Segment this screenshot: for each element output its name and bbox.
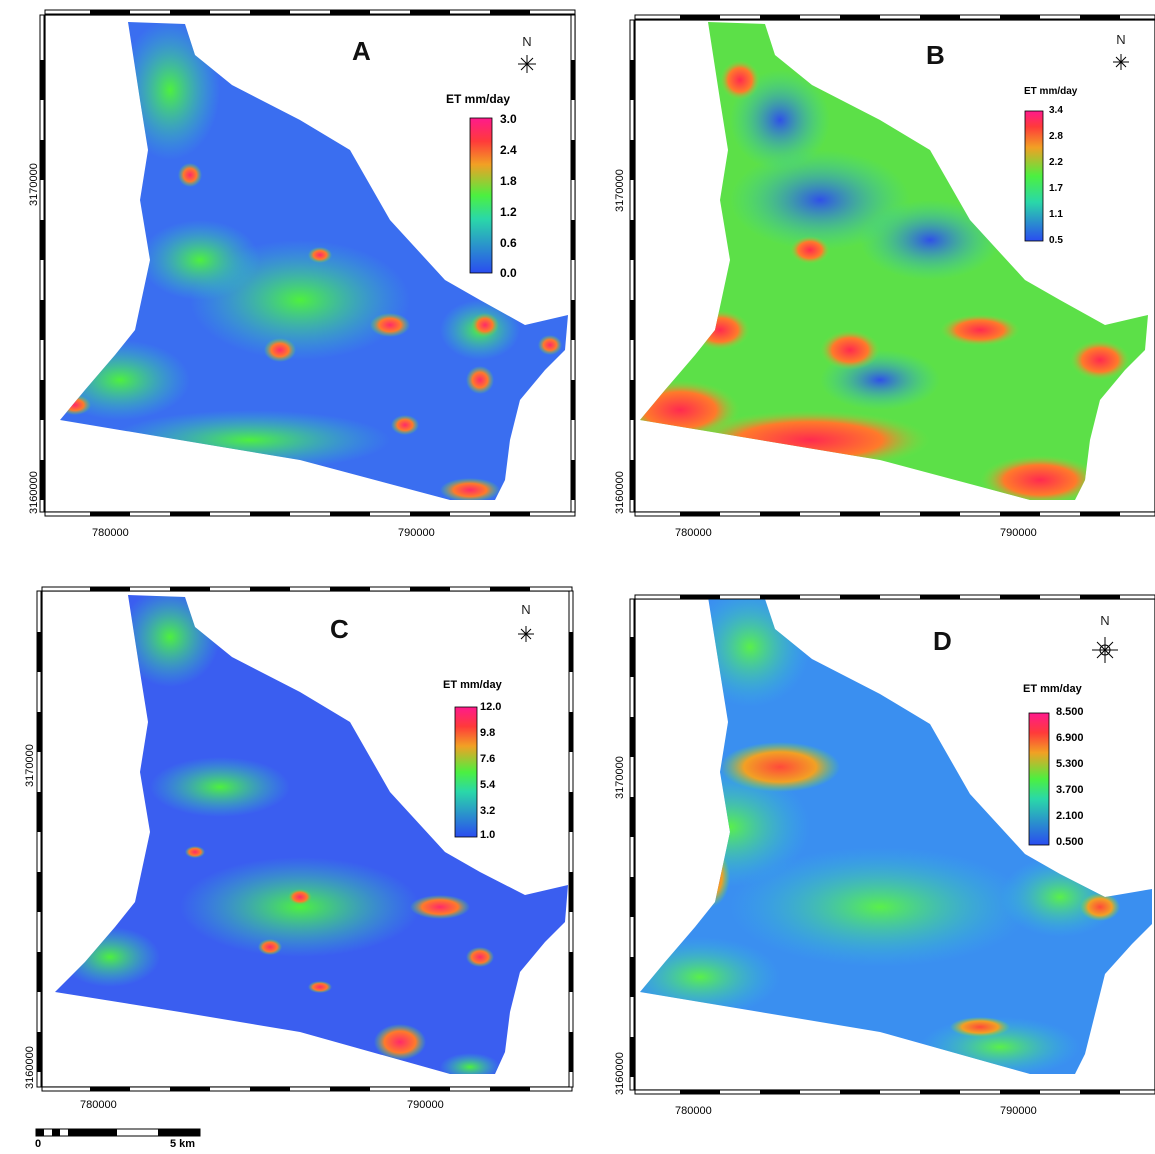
legend-label: 12.0 <box>480 701 502 713</box>
north-label: N <box>522 34 532 49</box>
legend-title: ET mm/day <box>1024 86 1078 97</box>
panel-letter: C <box>330 614 349 644</box>
y-tick-label: 3160000 <box>614 471 626 514</box>
map-panel-d: D N ET mm/day 8.500 6.900 5.300 3.700 2.… <box>580 577 1155 1154</box>
y-tick-label: 3160000 <box>614 1052 626 1095</box>
y-tick-label: 3160000 <box>28 471 40 514</box>
map-frame <box>629 14 1155 517</box>
scale-bar-end: 5 km <box>170 1138 196 1150</box>
legend-labels: 3.4 2.8 2.2 1.7 1.1 0.5 <box>1041 106 1081 246</box>
map-frame <box>39 9 576 517</box>
north-arrow-icon <box>1092 637 1118 663</box>
north-arrow-icon <box>518 626 534 642</box>
legend-label: 0.0 <box>500 266 517 280</box>
legend-label: 3.2 <box>480 805 496 817</box>
panel-letter: D <box>933 626 952 656</box>
y-tick-label: 3160000 <box>24 1046 36 1089</box>
x-tick-label: 780000 <box>675 527 712 539</box>
legend-label: 1.1 <box>1049 209 1063 220</box>
legend-label: 5.4 <box>480 779 496 791</box>
color-scale-bar <box>1024 110 1044 242</box>
panel-letter: B <box>926 40 945 70</box>
legend-label: 2.4 <box>500 143 517 157</box>
x-tick-label: 780000 <box>80 1099 117 1111</box>
map-panel-a: A N ET mm/day 3.0 2.4 1.8 1.2 0.6 0.0 78… <box>0 0 580 577</box>
panel-letter: A <box>352 36 371 66</box>
legend-label: 0.500 <box>1056 836 1084 848</box>
color-scale-bar <box>1028 712 1050 846</box>
legend-label: 9.8 <box>480 727 496 739</box>
legend-label: 1.0 <box>480 829 496 841</box>
legend-label: 2.2 <box>1049 157 1063 168</box>
legend-labels: 8.500 6.900 5.300 3.700 2.100 0.500 <box>1048 706 1098 848</box>
legend-title: ET mm/day <box>1023 683 1082 695</box>
map-panel-b: B N ET mm/day 3.4 2.8 2.2 1.7 1.1 0.5 78… <box>580 0 1155 577</box>
legend-label: 0.5 <box>1049 235 1063 246</box>
legend-label: 6.900 <box>1056 732 1084 744</box>
legend-label: 3.700 <box>1056 784 1084 796</box>
color-scale-bar <box>454 706 478 838</box>
legend-label: 5.300 <box>1056 758 1084 770</box>
legend-labels: 12.0 9.8 7.6 5.4 3.2 1.0 <box>472 702 512 842</box>
x-tick-label: 790000 <box>398 527 435 539</box>
color-scale-bar <box>469 117 493 274</box>
north-label: N <box>1116 32 1126 47</box>
x-tick-label: 780000 <box>675 1105 712 1117</box>
legend-labels: 3.0 2.4 1.8 1.2 0.6 0.0 <box>492 113 532 283</box>
legend-label: 7.6 <box>480 753 496 765</box>
y-tick-label: 3170000 <box>28 163 40 206</box>
legend-label: 2.8 <box>1049 131 1063 142</box>
legend-label: 1.2 <box>500 205 517 219</box>
y-tick-label: 3170000 <box>24 744 36 787</box>
map-frame <box>36 586 574 1092</box>
legend-label: 0.6 <box>500 236 517 250</box>
legend-label: 8.500 <box>1056 706 1084 718</box>
legend-label: 1.7 <box>1049 183 1063 194</box>
north-arrow-icon <box>518 55 536 73</box>
y-tick-label: 3170000 <box>614 756 626 799</box>
legend-label: 3.4 <box>1049 105 1063 116</box>
x-tick-label: 790000 <box>407 1099 444 1111</box>
north-arrow-icon <box>1113 54 1129 70</box>
legend-label: 3.0 <box>500 112 517 126</box>
legend-label: 2.100 <box>1056 810 1084 822</box>
legend-title: ET mm/day <box>446 92 511 106</box>
map-panel-c: C N ET mm/day 12.0 9.8 7.6 5.4 3.2 1.0 7… <box>0 577 580 1154</box>
x-tick-label: 780000 <box>92 527 129 539</box>
north-label: N <box>521 602 531 617</box>
north-label: N <box>1100 613 1110 628</box>
x-tick-label: 790000 <box>1000 527 1037 539</box>
scale-bar: 0 5 km <box>35 1128 205 1154</box>
x-tick-label: 790000 <box>1000 1105 1037 1117</box>
y-tick-label: 3170000 <box>614 169 626 212</box>
legend-label: 1.8 <box>500 174 517 188</box>
scale-bar-start: 0 <box>35 1138 42 1150</box>
legend-title: ET mm/day <box>443 679 502 691</box>
map-frame <box>629 594 1155 1095</box>
